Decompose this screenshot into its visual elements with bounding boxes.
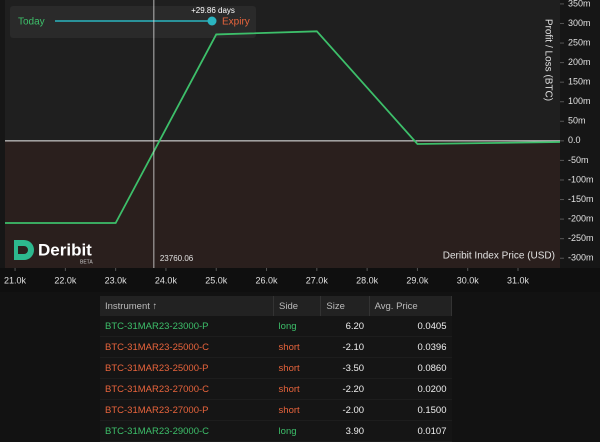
y-tick-label: -250m [568, 233, 594, 243]
slider-start: Today [18, 17, 45, 28]
slider-handle[interactable] [207, 16, 217, 26]
table-cell: BTC-31MAR23-27000-C [100, 378, 274, 400]
y-tick-label: -100m [568, 174, 594, 184]
y-tick-label: -150m [568, 194, 594, 204]
brand-badge: BETA [80, 259, 93, 265]
table-cell: -2.10 [320, 336, 370, 358]
table-cell: 6.20 [320, 316, 370, 337]
x-tick-label: 23.0k [105, 275, 128, 285]
y-tick-label: 250m [568, 37, 591, 47]
table-cell: 0.0860 [369, 357, 452, 379]
table-cell: -3.50 [320, 357, 370, 379]
slider-box [10, 6, 256, 38]
x-tick-label: 24.0k [155, 275, 178, 285]
y-tick-label: 50m [568, 116, 586, 126]
table-row: BTC-31MAR23-27000-P short -2.00 0.1500 [100, 399, 452, 421]
y-tick-label: 300m [568, 18, 591, 28]
column-header[interactable]: Size [320, 296, 370, 316]
x-tick-label: 26.0k [256, 275, 279, 285]
x-tick-label: 30.0k [457, 275, 480, 285]
table-cell: BTC-31MAR23-29000-C [100, 420, 274, 442]
table-cell: BTC-31MAR23-25000-C [100, 336, 274, 358]
table-row: BTC-31MAR23-27000-C short -2.20 0.0200 [100, 378, 452, 400]
x-tick-label: 21.0k [4, 275, 27, 285]
y-tick-label: -300m [568, 253, 594, 263]
chart: Today +29.86 days Expiry Profit / Loss (… [0, 0, 600, 292]
slider-days: +29.86 days [191, 6, 235, 15]
slider-end: Expiry [222, 17, 250, 28]
table-cell: BTC-31MAR23-25000-P [100, 357, 274, 379]
brand-icon [14, 240, 34, 260]
loss-region [5, 140, 560, 268]
x-tick-label: 28.0k [356, 275, 379, 285]
table-cell: 0.0200 [369, 378, 452, 400]
table-cell: short [273, 357, 321, 379]
x-tick-label: 25.0k [205, 275, 228, 285]
y-tick-label: 150m [568, 77, 591, 87]
column-header[interactable]: Side [273, 296, 322, 316]
crosshair-label: 23760.06 [160, 254, 194, 263]
table-cell: 0.1500 [369, 399, 452, 421]
pnl-line [5, 30, 561, 224]
y-tick-label: 200m [568, 57, 591, 67]
table-row: BTC-31MAR23-23000-P long 6.20 0.0405 [100, 316, 452, 337]
table-cell: long [273, 420, 321, 442]
y-tick-label: -200m [568, 213, 594, 223]
table-cell: 0.0107 [369, 420, 452, 442]
y-tick-label: 0.0 [568, 135, 581, 145]
x-tick-label: 31.0k [507, 275, 530, 285]
table-cell: -2.20 [320, 378, 370, 400]
table-cell: BTC-31MAR23-27000-P [100, 399, 274, 421]
x-axis-label: Deribit Index Price (USD) [443, 251, 555, 262]
y-axis-label: Profit / Loss (BTC) [542, 19, 553, 101]
table-cell: short [273, 336, 321, 358]
table-cell: short [273, 378, 321, 400]
table-row: BTC-31MAR23-29000-C long 3.90 0.0107 [100, 420, 452, 442]
positions-table: Instrument ↑ Side Size Avg. Price BTC-31MAR2… [100, 296, 453, 442]
brand: Deribit [38, 240, 92, 259]
table-cell: 0.0405 [369, 316, 452, 337]
y-tick-label: -50m [568, 155, 589, 165]
table-cell: 0.0396 [369, 336, 452, 358]
x-tick-label: 22.0k [54, 275, 77, 285]
column-header[interactable]: Instrument ↑ [100, 296, 275, 316]
table-row: BTC-31MAR23-25000-C short -2.10 0.0396 [100, 336, 452, 358]
y-tick-label: 100m [568, 96, 591, 106]
table-cell: BTC-31MAR23-23000-P [100, 316, 274, 337]
x-axis-band [0, 268, 600, 292]
table-row: BTC-31MAR23-25000-P short -3.50 0.0860 [100, 357, 452, 379]
column-header[interactable]: Avg. Price [369, 296, 453, 316]
x-tick-label: 27.0k [306, 275, 329, 285]
table-cell: -2.00 [320, 399, 370, 421]
table-cell: short [273, 399, 321, 421]
x-tick-label: 29.0k [406, 275, 429, 285]
table-cell: long [273, 316, 321, 337]
table-cell: 3.90 [320, 420, 370, 442]
y-tick-label: 350m [568, 0, 591, 8]
